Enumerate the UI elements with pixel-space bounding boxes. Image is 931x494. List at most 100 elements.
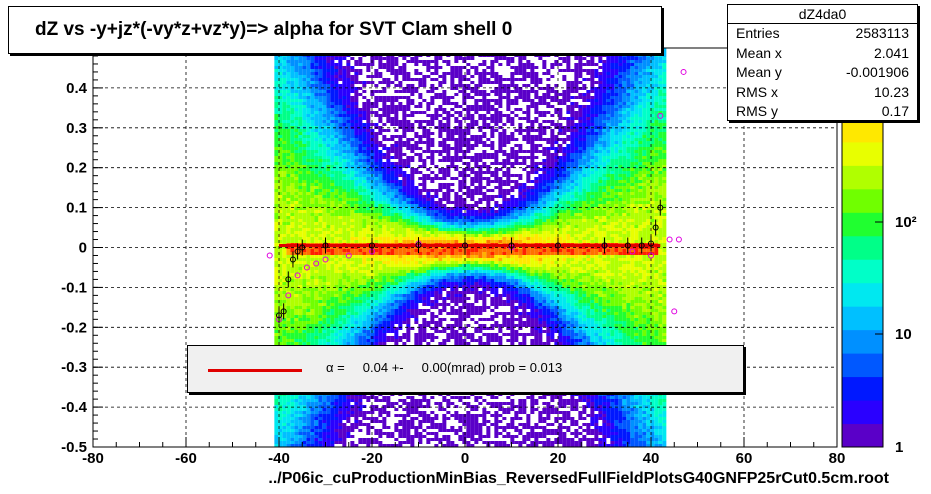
heatmap-cell xyxy=(342,153,347,156)
heatmap-cell xyxy=(278,417,283,420)
heatmap-cell xyxy=(302,327,307,330)
heatmap-cell xyxy=(434,54,439,57)
heatmap-cell xyxy=(398,207,403,210)
heatmap-cell xyxy=(338,84,343,87)
heatmap-cell xyxy=(354,294,359,297)
heatmap-cell xyxy=(334,159,339,162)
heatmap-cell xyxy=(374,318,379,321)
heatmap-cell xyxy=(382,156,387,159)
heatmap-cell xyxy=(326,405,331,408)
heatmap-cell xyxy=(366,105,371,108)
heatmap-cell xyxy=(334,240,339,243)
heatmap-cell xyxy=(390,150,395,153)
heatmap-cell xyxy=(318,120,323,123)
heatmap-cell xyxy=(290,183,295,186)
heatmap-cell xyxy=(330,180,335,183)
heatmap-cell xyxy=(278,411,283,414)
heatmap-cell xyxy=(290,399,295,402)
heatmap-cell xyxy=(274,279,279,282)
heatmap-cell xyxy=(326,429,331,432)
heatmap-cell xyxy=(302,312,307,315)
heatmap-cell xyxy=(386,204,391,207)
heatmap-cell xyxy=(366,300,371,303)
heatmap-cell xyxy=(358,321,363,324)
heatmap-cell xyxy=(294,435,299,438)
heatmap-cell xyxy=(278,114,283,117)
heatmap-cell xyxy=(434,195,439,198)
heatmap-cell xyxy=(274,78,279,81)
heatmap-cell xyxy=(294,423,299,426)
heatmap-cell xyxy=(430,321,435,324)
heatmap-cell xyxy=(366,324,371,327)
heatmap-cell xyxy=(330,237,335,240)
heatmap-cell xyxy=(322,234,327,237)
heatmap-cell xyxy=(374,99,379,102)
heatmap-cell xyxy=(334,117,339,120)
heatmap-cell xyxy=(298,99,303,102)
heatmap-cell xyxy=(358,237,363,240)
heatmap-cell xyxy=(278,336,283,339)
heatmap-cell xyxy=(326,267,331,270)
heatmap-cell xyxy=(286,249,291,252)
heatmap-cell xyxy=(430,303,435,306)
heatmap-cell xyxy=(314,138,319,141)
heatmap-cell xyxy=(438,222,443,225)
heatmap-cell xyxy=(366,228,371,231)
heatmap-cell xyxy=(322,426,327,429)
heatmap-cell xyxy=(342,93,347,96)
heatmap-cell xyxy=(322,435,327,438)
heatmap-cell xyxy=(298,282,303,285)
heatmap-cell xyxy=(402,153,407,156)
heatmap-cell xyxy=(430,141,435,144)
heatmap-cell xyxy=(442,225,447,228)
heatmap-cell xyxy=(350,423,355,426)
heatmap-cell xyxy=(298,78,303,81)
heatmap-cell xyxy=(290,198,295,201)
heatmap-cell xyxy=(366,180,371,183)
heatmap-cell xyxy=(426,69,431,72)
heatmap-cell xyxy=(366,315,371,318)
heatmap-cell xyxy=(330,150,335,153)
heatmap-cell xyxy=(302,129,307,132)
heatmap-cell xyxy=(306,261,311,264)
heatmap-cell xyxy=(430,210,435,213)
heatmap-cell xyxy=(318,402,323,405)
heatmap-cell xyxy=(390,63,395,66)
heatmap-cell xyxy=(314,237,319,240)
heatmap-cell xyxy=(330,327,335,330)
heatmap-cell xyxy=(442,144,447,147)
heatmap-cell xyxy=(322,153,327,156)
heatmap-cell xyxy=(350,318,355,321)
heatmap-cell xyxy=(382,135,387,138)
heatmap-cell xyxy=(286,60,291,63)
heatmap-cell xyxy=(430,180,435,183)
heatmap-cell xyxy=(346,129,351,132)
heatmap-cell xyxy=(354,102,359,105)
heatmap-cell xyxy=(358,279,363,282)
heatmap-cell xyxy=(354,333,359,336)
heatmap-cell xyxy=(430,234,435,237)
heatmap-cell xyxy=(322,180,327,183)
heatmap-cell xyxy=(342,300,347,303)
heatmap-cell xyxy=(294,60,299,63)
heatmap-cell xyxy=(434,165,439,168)
heatmap-cell xyxy=(422,129,427,132)
heatmap-cell xyxy=(426,279,431,282)
heatmap-cell xyxy=(282,399,287,402)
heatmap-cell xyxy=(282,159,287,162)
heatmap-cell xyxy=(278,261,283,264)
heatmap-cell xyxy=(350,393,355,396)
heatmap-cell xyxy=(362,90,367,93)
heatmap-cell xyxy=(358,69,363,72)
heatmap-cell xyxy=(298,126,303,129)
heatmap-cell xyxy=(338,93,343,96)
heatmap-cell xyxy=(406,123,411,126)
heatmap-cell xyxy=(366,213,371,216)
heatmap-cell xyxy=(386,81,391,84)
heatmap-cell xyxy=(278,315,283,318)
heatmap-cell xyxy=(338,288,343,291)
heatmap-cell xyxy=(274,90,279,93)
heatmap-cell xyxy=(294,135,299,138)
heatmap-cell xyxy=(390,306,395,309)
heatmap-cell xyxy=(362,192,367,195)
